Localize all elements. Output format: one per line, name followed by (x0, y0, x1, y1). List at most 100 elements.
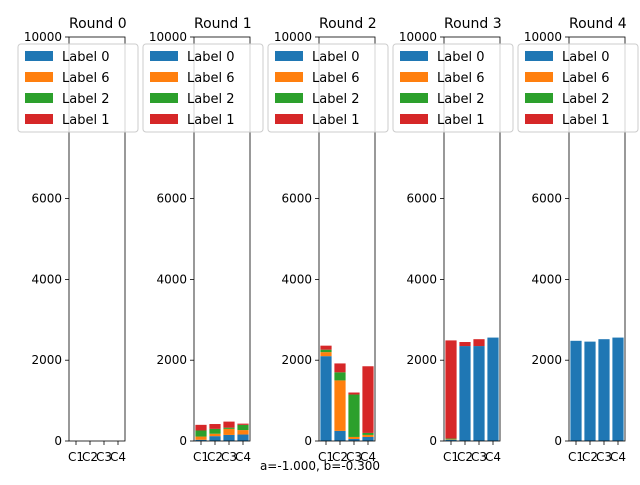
y-tick-label: 6000 (531, 192, 562, 206)
legend-label: Label 0 (312, 50, 359, 65)
bar-C4-label-0 (362, 437, 373, 441)
bar-C3-label-1 (348, 393, 359, 395)
bar-C3-label-6 (348, 437, 359, 439)
legend-swatch (525, 93, 553, 103)
legend-label: Label 0 (62, 50, 109, 65)
bar-C4-label-6 (237, 430, 248, 434)
panel-title: Round 0 (69, 16, 127, 32)
bar-C2-label-1 (209, 424, 220, 429)
legend-swatch (275, 93, 303, 103)
footer-params: a=-1.000, b=-0.300 (260, 459, 380, 473)
bar-C2-label-6 (209, 434, 220, 436)
legend-swatch (25, 72, 53, 82)
x-tick-label: C4 (485, 450, 501, 464)
legend-swatch (25, 51, 53, 61)
bar-C2-label-0 (459, 346, 470, 441)
legend-swatch (525, 114, 553, 124)
bar-C1-label-1 (195, 425, 206, 431)
legend-label: Label 1 (312, 113, 359, 128)
legend-swatch (400, 93, 428, 103)
y-tick-label: 4000 (406, 272, 437, 286)
legend-swatch (25, 93, 53, 103)
legend-label: Label 1 (437, 113, 484, 128)
legend-label: Label 6 (62, 71, 109, 86)
y-tick-label: 10000 (24, 30, 62, 44)
legend-label: Label 6 (312, 71, 359, 86)
bar-C1-label-6 (320, 352, 331, 356)
legend-label: Label 2 (437, 92, 484, 107)
legend-swatch (150, 72, 178, 82)
y-tick-label: 2000 (156, 353, 187, 367)
y-tick-label: 4000 (156, 272, 187, 286)
y-tick-label: 2000 (406, 353, 437, 367)
panel-title: Round 4 (569, 16, 627, 32)
y-tick-label: 10000 (399, 30, 437, 44)
y-tick-label: 4000 (31, 272, 62, 286)
legend-label: Label 6 (437, 71, 484, 86)
bar-C4-label-2 (362, 433, 373, 435)
bar-C2-label-0 (209, 436, 220, 441)
legend-label: Label 2 (312, 92, 359, 107)
bar-C1-label-0 (570, 341, 581, 441)
bar-C2-label-2 (334, 372, 345, 380)
legend-swatch (275, 114, 303, 124)
y-tick-label: 4000 (281, 272, 312, 286)
bar-C2-label-6 (334, 380, 345, 431)
y-tick-label: 2000 (531, 353, 562, 367)
bar-C1-label-6 (195, 437, 206, 440)
bar-C4-label-2 (237, 425, 248, 430)
bar-C4-label-0 (487, 338, 498, 441)
x-tick-label: C4 (610, 450, 626, 464)
bar-C1-label-0 (320, 356, 331, 441)
y-tick-label: 10000 (149, 30, 187, 44)
y-tick-label: 6000 (156, 192, 187, 206)
legend-label: Label 0 (562, 50, 609, 65)
y-tick-label: 0 (429, 434, 437, 448)
legend-label: Label 6 (187, 71, 234, 86)
bar-C2-label-1 (459, 342, 470, 346)
y-tick-label: 0 (54, 434, 62, 448)
x-tick-label: C4 (235, 450, 251, 464)
bar-C4-label-6 (362, 435, 373, 437)
y-tick-label: 2000 (31, 353, 62, 367)
y-tick-label: 6000 (281, 192, 312, 206)
legend-swatch (525, 51, 553, 61)
bar-C2-label-0 (584, 342, 595, 441)
y-tick-label: 0 (304, 434, 312, 448)
panel-title: Round 1 (194, 16, 252, 32)
y-tick-label: 4000 (531, 272, 562, 286)
legend-label: Label 2 (62, 92, 109, 107)
legend-label: Label 1 (187, 113, 234, 128)
bar-C3-label-1 (223, 422, 234, 428)
legend-swatch (525, 72, 553, 82)
bar-C4-label-0 (612, 338, 623, 441)
legend-swatch (150, 93, 178, 103)
y-tick-label: 10000 (524, 30, 562, 44)
bar-C2-label-0 (334, 431, 345, 441)
bar-C1-label-2 (195, 431, 206, 437)
legend-label: Label 2 (562, 92, 609, 107)
legend-swatch (150, 51, 178, 61)
y-tick-label: 0 (554, 434, 562, 448)
legend-swatch (25, 114, 53, 124)
legend-label: Label 6 (562, 71, 609, 86)
legend-label: Label 0 (187, 50, 234, 65)
legend-swatch (275, 72, 303, 82)
bar-C2-label-1 (334, 363, 345, 372)
legend-label: Label 1 (562, 113, 609, 128)
bar-C3-label-6 (223, 429, 234, 435)
y-tick-label: 2000 (281, 353, 312, 367)
bar-C4-label-1 (362, 366, 373, 433)
legend-swatch (400, 72, 428, 82)
bar-C3-label-2 (223, 428, 234, 429)
legend-label: Label 1 (62, 113, 109, 128)
panel-title: Round 2 (319, 16, 377, 32)
panel-title: Round 3 (444, 16, 502, 32)
bar-C1-label-2 (320, 350, 331, 352)
bar-C3-label-0 (473, 346, 484, 441)
bar-C4-label-1 (237, 424, 248, 425)
